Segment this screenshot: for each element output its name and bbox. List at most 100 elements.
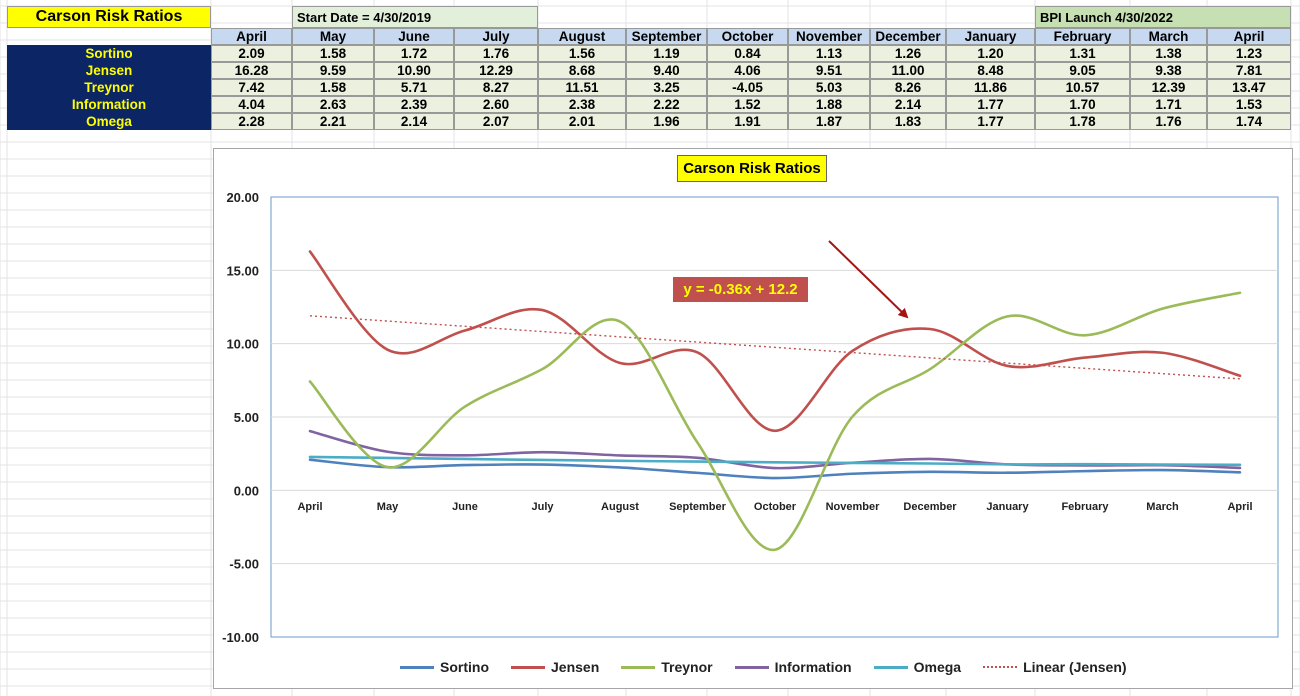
table-cell[interactable]: 8.27 [454, 79, 538, 96]
table-cell[interactable]: 4.04 [211, 96, 292, 113]
month-header[interactable]: December [870, 28, 946, 45]
table-cell[interactable]: 13.47 [1207, 79, 1291, 96]
legend-swatch [983, 666, 1018, 668]
table-cell[interactable]: 9.40 [626, 62, 707, 79]
table-cell[interactable]: 10.57 [1035, 79, 1130, 96]
table-cell[interactable]: 1.70 [1035, 96, 1130, 113]
table-cell[interactable]: 7.81 [1207, 62, 1291, 79]
table-cell[interactable]: 1.76 [454, 45, 538, 62]
table-cell[interactable]: 1.74 [1207, 113, 1291, 130]
table-cell[interactable]: 12.39 [1130, 79, 1207, 96]
table-cell[interactable]: 2.39 [374, 96, 454, 113]
table-cell[interactable]: 2.60 [454, 96, 538, 113]
table-cell[interactable]: 9.51 [788, 62, 870, 79]
table-cell[interactable]: 1.77 [946, 113, 1035, 130]
table-cell[interactable]: 1.91 [707, 113, 788, 130]
month-header[interactable]: February [1035, 28, 1130, 45]
month-header[interactable]: November [788, 28, 870, 45]
table-cell[interactable]: 2.14 [374, 113, 454, 130]
table-cell[interactable]: 2.22 [626, 96, 707, 113]
table-cell[interactable]: 3.25 [626, 79, 707, 96]
table-cell[interactable]: 5.71 [374, 79, 454, 96]
table-cell[interactable]: 1.19 [626, 45, 707, 62]
table-cell[interactable]: 1.96 [626, 113, 707, 130]
table-cell[interactable]: 1.52 [707, 96, 788, 113]
series-line-jensen [308, 250, 1242, 433]
month-header[interactable]: July [454, 28, 538, 45]
row-label-omega[interactable]: Omega [7, 113, 211, 130]
table-cell[interactable]: 2.63 [292, 96, 374, 113]
table-cell[interactable]: 8.68 [538, 62, 626, 79]
x-tick-label: July [531, 501, 554, 513]
legend-swatch [400, 665, 434, 669]
table-cell[interactable]: 2.21 [292, 113, 374, 130]
row-label-jensen[interactable]: Jensen [7, 62, 211, 79]
table-cell[interactable]: 1.77 [946, 96, 1035, 113]
table-cell[interactable]: 9.59 [292, 62, 374, 79]
table-cell[interactable]: 9.38 [1130, 62, 1207, 79]
table-cell[interactable]: 5.03 [788, 79, 870, 96]
table-cell[interactable]: 1.38 [1130, 45, 1207, 62]
month-header[interactable]: October [707, 28, 788, 45]
table-cell[interactable]: 9.05 [1035, 62, 1130, 79]
table-cell[interactable]: 2.01 [538, 113, 626, 130]
y-tick-label: 0.00 [234, 483, 259, 498]
legend-swatch [511, 665, 545, 669]
table-cell[interactable]: 1.76 [1130, 113, 1207, 130]
table-cell[interactable]: 1.58 [292, 45, 374, 62]
legend-swatch [734, 665, 769, 669]
month-header[interactable]: March [1130, 28, 1207, 45]
table-cell[interactable]: 1.31 [1035, 45, 1130, 62]
table-cell[interactable]: 8.26 [870, 79, 946, 96]
month-header[interactable]: January [946, 28, 1035, 45]
table-cell[interactable]: 2.38 [538, 96, 626, 113]
table-cell[interactable]: 1.83 [870, 113, 946, 130]
table-cell[interactable]: 1.78 [1035, 113, 1130, 130]
legend-swatch [621, 665, 656, 669]
series-line-omega [308, 455, 1242, 467]
table-cell[interactable]: 1.53 [1207, 96, 1291, 113]
table-cell[interactable]: 2.14 [870, 96, 946, 113]
legend-swatch [873, 665, 908, 669]
table-cell[interactable]: 12.29 [454, 62, 538, 79]
annotation-arrow [828, 240, 909, 319]
table-cell[interactable]: 7.42 [211, 79, 292, 96]
table-cell[interactable]: 11.51 [538, 79, 626, 96]
table-cell[interactable]: 8.48 [946, 62, 1035, 79]
table-cell[interactable]: 10.90 [374, 62, 454, 79]
table-cell[interactable]: 1.20 [946, 45, 1035, 62]
table-cell[interactable]: 1.71 [1130, 96, 1207, 113]
month-header[interactable]: June [374, 28, 454, 45]
table-cell[interactable]: 11.00 [870, 62, 946, 79]
table-cell[interactable]: 0.84 [707, 45, 788, 62]
month-header[interactable]: April [1207, 28, 1291, 45]
table-cell[interactable]: 11.86 [946, 79, 1035, 96]
table-cell[interactable]: 2.09 [211, 45, 292, 62]
y-tick-label: 15.00 [226, 263, 259, 278]
series-line-treynor [308, 291, 1242, 552]
table-cell[interactable]: 1.56 [538, 45, 626, 62]
table-cell[interactable]: 16.28 [211, 62, 292, 79]
row-label-sortino[interactable]: Sortino [7, 45, 211, 62]
row-label-treynor[interactable]: Treynor [7, 79, 211, 96]
legend-label: Sortino [440, 659, 489, 675]
table-cell[interactable]: 1.23 [1207, 45, 1291, 62]
table-cell[interactable]: -4.05 [707, 79, 788, 96]
month-header[interactable]: April [211, 28, 292, 45]
x-tick-label: August [601, 501, 639, 513]
month-header[interactable]: August [538, 28, 626, 45]
table-cell[interactable]: 2.28 [211, 113, 292, 130]
y-tick-label: -5.00 [229, 557, 259, 572]
table-cell[interactable]: 1.88 [788, 96, 870, 113]
x-tick-label: October [754, 501, 797, 513]
table-cell[interactable]: 1.72 [374, 45, 454, 62]
table-cell[interactable]: 4.06 [707, 62, 788, 79]
table-cell[interactable]: 1.87 [788, 113, 870, 130]
row-label-information[interactable]: Information [7, 96, 211, 113]
month-header[interactable]: May [292, 28, 374, 45]
table-cell[interactable]: 1.58 [292, 79, 374, 96]
table-cell[interactable]: 2.07 [454, 113, 538, 130]
table-cell[interactable]: 1.26 [870, 45, 946, 62]
month-header[interactable]: September [626, 28, 707, 45]
table-cell[interactable]: 1.13 [788, 45, 870, 62]
